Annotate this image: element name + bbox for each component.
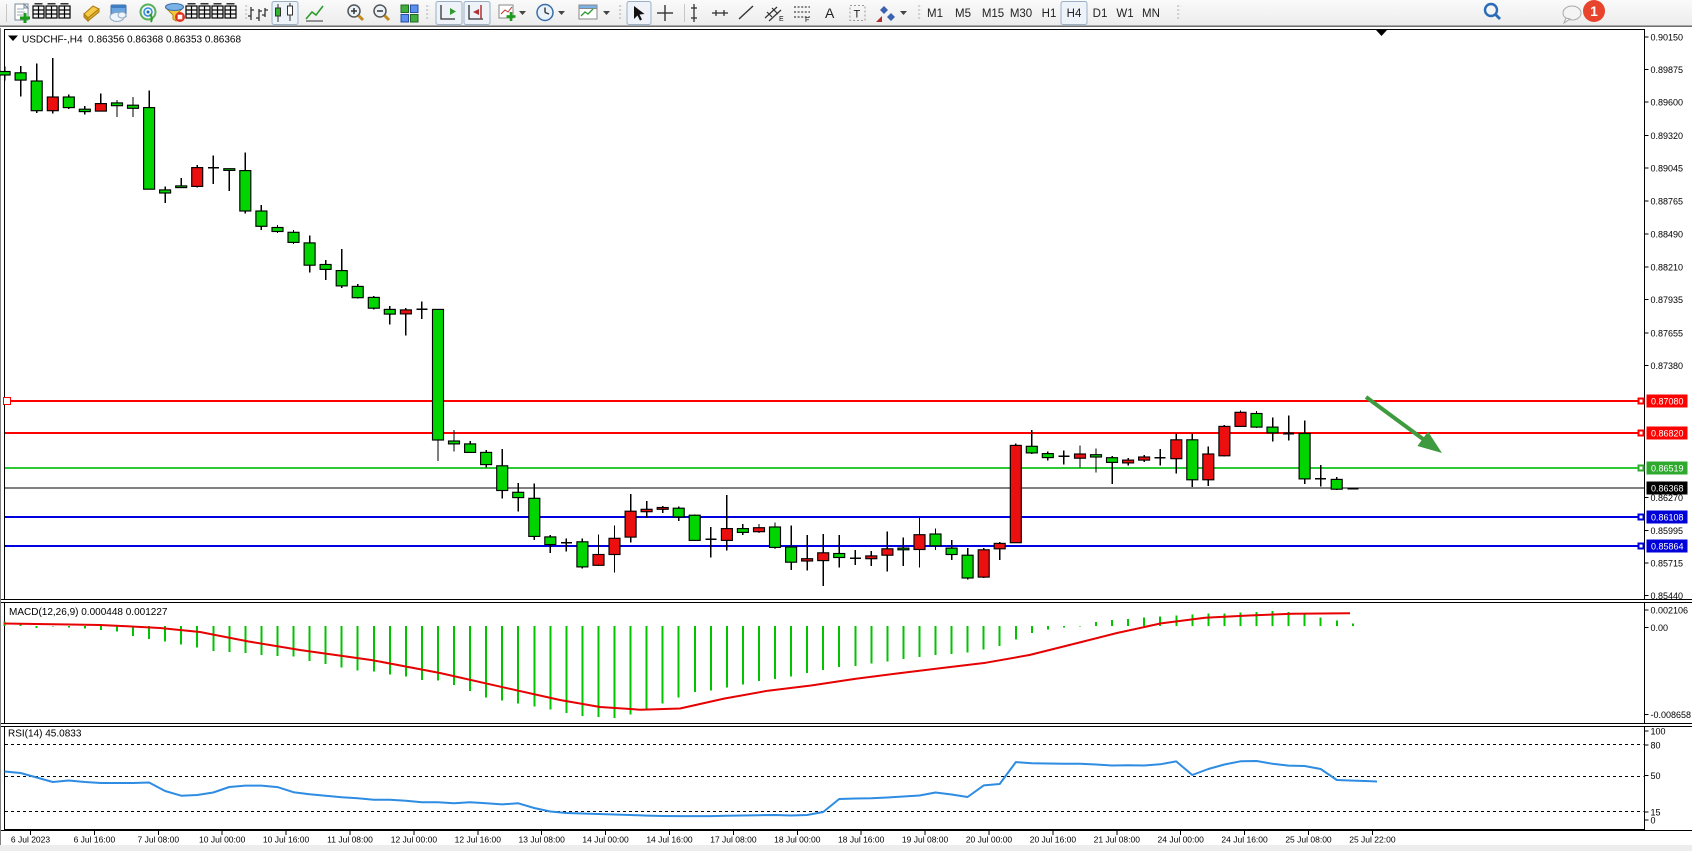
svg-text:0.00: 0.00 <box>1651 623 1669 633</box>
svg-text:MACD(12,26,9) 0.000448 0.00122: MACD(12,26,9) 0.000448 0.001227 <box>9 607 168 618</box>
svg-text:6 Jul 2023: 6 Jul 2023 <box>11 835 50 845</box>
svg-text:14 Jul 16:00: 14 Jul 16:00 <box>646 835 693 845</box>
svg-text:M5: M5 <box>955 8 971 20</box>
svg-text:18 Jul 00:00: 18 Jul 00:00 <box>774 835 821 845</box>
svg-text:MN: MN <box>1142 8 1160 20</box>
svg-text:F: F <box>805 17 809 24</box>
svg-text:100: 100 <box>1651 727 1666 737</box>
svg-text:0: 0 <box>1651 816 1656 826</box>
svg-text:11 Jul 08:00: 11 Jul 08:00 <box>327 835 373 845</box>
svg-text:15: 15 <box>1651 807 1661 817</box>
svg-text:17 Jul 08:00: 17 Jul 08:00 <box>710 835 757 845</box>
svg-text:0.87380: 0.87380 <box>1651 361 1684 371</box>
svg-text:H1: H1 <box>1042 8 1057 20</box>
svg-text:10 Jul 16:00: 10 Jul 16:00 <box>263 835 310 845</box>
svg-text:T: T <box>854 9 861 21</box>
svg-text:A: A <box>825 5 835 21</box>
svg-text:12 Jul 00:00: 12 Jul 00:00 <box>391 835 438 845</box>
svg-text:W1: W1 <box>1116 8 1133 20</box>
svg-text:25 Jul 08:00: 25 Jul 08:00 <box>1285 835 1332 845</box>
svg-text:12 Jul 16:00: 12 Jul 16:00 <box>455 835 502 845</box>
svg-text:-0.008658: -0.008658 <box>1651 710 1692 720</box>
svg-text:20 Jul 16:00: 20 Jul 16:00 <box>1030 835 1077 845</box>
svg-text:6 Jul 16:00: 6 Jul 16:00 <box>74 835 116 845</box>
svg-text:0.87935: 0.87935 <box>1651 295 1684 305</box>
svg-text:M30: M30 <box>1010 8 1032 20</box>
svg-text:0.87080: 0.87080 <box>1651 397 1684 407</box>
svg-text:0.002106: 0.002106 <box>1651 606 1689 616</box>
svg-text:0.86368: 0.86368 <box>1651 484 1684 494</box>
svg-text:24 Jul 00:00: 24 Jul 00:00 <box>1158 835 1205 845</box>
svg-text:21 Jul 08:00: 21 Jul 08:00 <box>1094 835 1141 845</box>
svg-text:H4: H4 <box>1067 8 1082 20</box>
svg-text:D1: D1 <box>1093 8 1108 20</box>
svg-text:20 Jul 00:00: 20 Jul 00:00 <box>966 835 1013 845</box>
svg-text:0.86820: 0.86820 <box>1651 429 1684 439</box>
svg-text:50: 50 <box>1651 771 1661 781</box>
svg-text:14 Jul 00:00: 14 Jul 00:00 <box>582 835 629 845</box>
svg-text:0.86519: 0.86519 <box>1651 464 1684 474</box>
svg-text:0.89875: 0.89875 <box>1651 65 1684 75</box>
svg-text:0.85440: 0.85440 <box>1651 591 1684 601</box>
svg-text:USDCHF-,H4 0.86356 0.86368 0.: USDCHF-,H4 0.86356 0.86368 0.86353 0.863… <box>22 34 241 45</box>
svg-text:RSI(14) 45.0833: RSI(14) 45.0833 <box>8 729 82 740</box>
svg-text:M1: M1 <box>927 8 943 20</box>
svg-text:0.88765: 0.88765 <box>1651 197 1684 207</box>
svg-text:0.85995: 0.85995 <box>1651 526 1684 536</box>
svg-text:0.85715: 0.85715 <box>1651 559 1684 569</box>
svg-text:19 Jul 08:00: 19 Jul 08:00 <box>902 835 949 845</box>
svg-text:0.88210: 0.88210 <box>1651 263 1684 273</box>
svg-text:18 Jul 16:00: 18 Jul 16:00 <box>838 835 885 845</box>
svg-text:0.86270: 0.86270 <box>1651 493 1684 503</box>
svg-text:13 Jul 08:00: 13 Jul 08:00 <box>519 835 566 845</box>
svg-text:24 Jul 16:00: 24 Jul 16:00 <box>1221 835 1268 845</box>
svg-text:E: E <box>779 16 784 23</box>
svg-text:0.86108: 0.86108 <box>1651 513 1684 523</box>
svg-text:0.88490: 0.88490 <box>1651 229 1684 239</box>
svg-text:M15: M15 <box>982 8 1004 20</box>
svg-text:25 Jul 22:00: 25 Jul 22:00 <box>1349 835 1396 845</box>
svg-text:7 Jul 08:00: 7 Jul 08:00 <box>138 835 180 845</box>
svg-text:0.85864: 0.85864 <box>1651 542 1684 552</box>
svg-text:10 Jul 00:00: 10 Jul 00:00 <box>199 835 246 845</box>
svg-text:0.90150: 0.90150 <box>1651 32 1684 42</box>
svg-text:0.89600: 0.89600 <box>1651 98 1684 108</box>
svg-text:0.89320: 0.89320 <box>1651 131 1684 141</box>
svg-text:1: 1 <box>1590 3 1598 19</box>
svg-text:80: 80 <box>1651 741 1661 751</box>
svg-text:0.87655: 0.87655 <box>1651 328 1684 338</box>
svg-text:0.89045: 0.89045 <box>1651 164 1684 174</box>
